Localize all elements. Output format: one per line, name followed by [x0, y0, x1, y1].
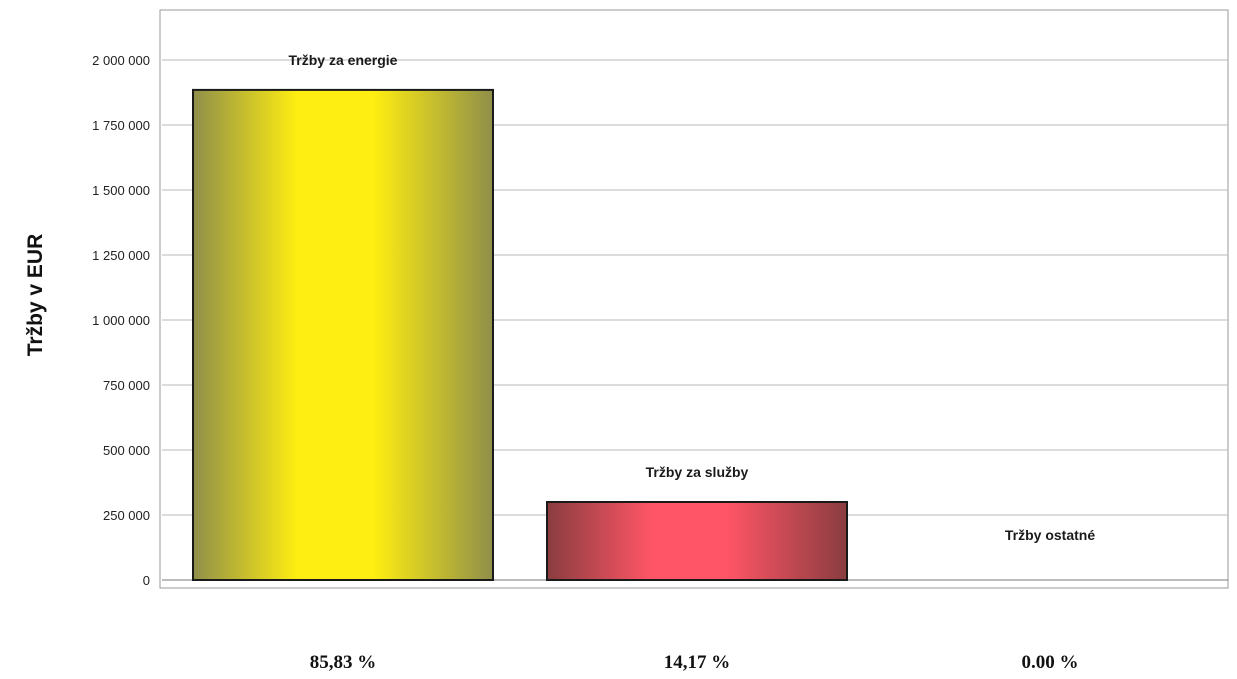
- y-tick-label: 1 250 000: [92, 248, 150, 263]
- plot-area-frame: [159, 9, 1229, 589]
- percentage-label: 0.00 %: [1022, 652, 1079, 673]
- bar-trzby-za-sluzby: [546, 501, 848, 581]
- percentage-labels: 85,83 % 14,17 % 0.00 %: [310, 652, 1079, 673]
- y-tick-label: 750 000: [103, 378, 150, 393]
- bar-category-label: Tržby ostatné: [1005, 527, 1095, 543]
- bar-labels: Tržby za energie Tržby za služby Tržby ost…: [289, 52, 1096, 543]
- y-tick-label: 1 000 000: [92, 313, 150, 328]
- bar-trzby-za-energie: [192, 88, 494, 582]
- bar-category-label: Tržby za služby: [646, 464, 749, 480]
- y-tick-label: 2 000 000: [92, 53, 150, 68]
- y-tick-label: 500 000: [103, 443, 150, 458]
- y-tick-label: 0: [143, 573, 150, 588]
- percentage-label: 85,83 %: [310, 652, 377, 673]
- percentage-label: 14,17 %: [664, 652, 731, 673]
- bars: [192, 88, 848, 582]
- y-axis-ticks: 0 250 000 500 000 750 000 1 000 000 1 250 000…: [92, 53, 150, 588]
- y-tick-label: 1 750 000: [92, 118, 150, 133]
- bar-category-label: Tržby za energie: [289, 52, 398, 68]
- y-tick-label: 250 000: [103, 508, 150, 523]
- y-axis-label: Tržby v EUR: [24, 234, 47, 357]
- y-tick-label: 1 500 000: [92, 183, 150, 198]
